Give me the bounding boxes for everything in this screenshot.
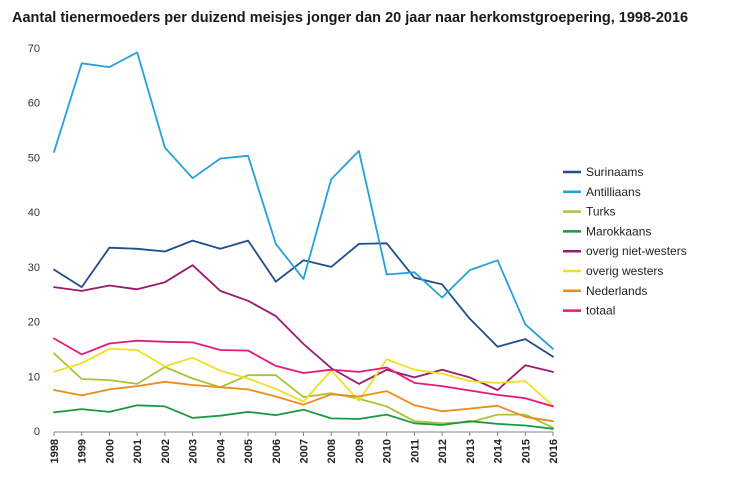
x-tick-label: 2016 — [548, 439, 560, 463]
x-tick-label: 2008 — [326, 439, 338, 463]
series-line-nederlands — [53, 380, 554, 423]
legend-label: Turks — [586, 205, 616, 219]
x-tick-label: 2006 — [271, 439, 283, 463]
y-tick-label: 10 — [28, 371, 40, 383]
y-tick-label: 20 — [28, 317, 40, 329]
x-tick-label: 2015 — [520, 439, 532, 463]
series-line-marokkaans — [53, 404, 554, 430]
y-tick-label: 70 — [28, 43, 40, 55]
y-tick-label: 60 — [28, 98, 40, 110]
x-tick-label: 2003 — [188, 439, 200, 463]
series-line-surinaams — [53, 239, 554, 358]
series-line-totaal — [53, 337, 554, 408]
series-line-overig-niet-westers — [53, 264, 554, 391]
series-line-antilliaans — [53, 51, 554, 350]
y-axis: 0 10 20 30 40 50 60 70 — [28, 43, 40, 438]
x-tick-label: 2010 — [382, 439, 394, 463]
x-tick-label: 1998 — [49, 439, 61, 463]
legend-label: overig westers — [586, 264, 663, 278]
x-tick-label: 2009 — [354, 439, 366, 463]
x-tick-label: 2002 — [160, 439, 172, 463]
legend: Surinaams Antilliaans Turks Marokkaans overi… — [563, 165, 687, 318]
x-tick-label: 2007 — [299, 439, 311, 463]
legend-label: Antilliaans — [586, 185, 641, 199]
x-tick-label: 2001 — [132, 439, 144, 463]
x-tick-label: 2014 — [493, 438, 505, 463]
legend-label: Nederlands — [586, 284, 647, 298]
x-tick-label: 2005 — [243, 439, 255, 463]
y-tick-label: 40 — [28, 207, 40, 219]
series-lines — [53, 51, 554, 430]
x-tick-label: 2011 — [409, 439, 421, 463]
series-line-turks — [53, 352, 554, 429]
y-tick-label: 0 — [34, 426, 40, 438]
legend-label: Surinaams — [586, 165, 643, 179]
series-line-overig-westers — [53, 347, 554, 407]
legend-label: Marokkaans — [586, 224, 651, 238]
x-axis: 1998 1999 2000 2001 2002 2003 2004 2005 2006 2007… — [49, 431, 560, 463]
x-tick-label: 2012 — [437, 439, 449, 463]
x-tick-label: 2004 — [215, 438, 227, 463]
x-tick-label: 2013 — [465, 439, 477, 463]
x-tick-label: 1999 — [77, 439, 89, 463]
y-tick-label: 50 — [28, 152, 40, 164]
chart-title: Aantal tienermoeders per duizend meisjes… — [12, 10, 688, 26]
legend-label: overig niet-westers — [586, 244, 687, 258]
x-tick-label: 2000 — [104, 439, 116, 463]
legend-label: totaal — [586, 304, 615, 318]
y-tick-label: 30 — [28, 262, 40, 274]
